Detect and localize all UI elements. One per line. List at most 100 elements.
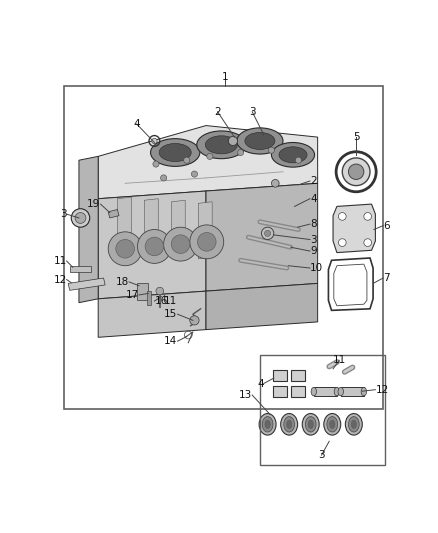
Circle shape <box>161 175 167 181</box>
Ellipse shape <box>305 417 316 432</box>
Text: 4: 4 <box>134 119 140 129</box>
Polygon shape <box>79 156 98 303</box>
Circle shape <box>265 230 271 237</box>
Text: 17: 17 <box>126 290 139 300</box>
Ellipse shape <box>308 420 314 429</box>
Bar <box>273 370 287 381</box>
Ellipse shape <box>237 128 283 154</box>
Text: 9: 9 <box>310 246 317 256</box>
Polygon shape <box>98 191 206 299</box>
Ellipse shape <box>329 420 335 429</box>
Circle shape <box>190 225 224 259</box>
Circle shape <box>349 164 364 180</box>
Polygon shape <box>68 278 105 290</box>
Bar <box>64 85 383 409</box>
Ellipse shape <box>262 417 273 432</box>
Text: 2: 2 <box>310 176 317 186</box>
Bar <box>137 284 148 301</box>
Circle shape <box>237 149 244 156</box>
Ellipse shape <box>286 420 292 429</box>
Circle shape <box>272 180 279 187</box>
Bar <box>314 387 337 396</box>
Circle shape <box>228 136 237 146</box>
Polygon shape <box>206 284 318 329</box>
Circle shape <box>342 158 370 185</box>
Circle shape <box>207 154 213 159</box>
Bar <box>70 265 91 272</box>
Text: 6: 6 <box>383 221 390 231</box>
Text: 11: 11 <box>164 296 177 306</box>
Polygon shape <box>98 291 206 337</box>
Circle shape <box>153 161 159 167</box>
Ellipse shape <box>245 133 275 149</box>
Circle shape <box>138 230 171 263</box>
Text: 4: 4 <box>257 378 264 389</box>
Ellipse shape <box>259 414 276 435</box>
Text: 8: 8 <box>310 219 317 229</box>
Text: 12: 12 <box>375 385 389 394</box>
Bar <box>291 386 304 397</box>
Circle shape <box>164 227 198 261</box>
Circle shape <box>339 213 346 220</box>
Ellipse shape <box>351 420 357 429</box>
Circle shape <box>152 138 157 144</box>
Ellipse shape <box>159 143 191 161</box>
Ellipse shape <box>197 131 246 159</box>
Bar <box>273 386 287 397</box>
Circle shape <box>364 213 371 220</box>
Bar <box>291 370 304 381</box>
Ellipse shape <box>349 417 359 432</box>
Circle shape <box>184 157 190 163</box>
Text: 19: 19 <box>87 199 100 209</box>
Circle shape <box>364 239 371 246</box>
Text: 10: 10 <box>310 263 323 273</box>
Polygon shape <box>206 183 318 291</box>
Text: 2: 2 <box>214 107 221 117</box>
Text: 1: 1 <box>222 71 229 82</box>
Circle shape <box>261 227 274 239</box>
Ellipse shape <box>284 417 294 432</box>
Bar <box>147 291 151 305</box>
Ellipse shape <box>281 414 298 435</box>
Polygon shape <box>108 209 119 218</box>
Text: 5: 5 <box>353 132 360 142</box>
Text: 11: 11 <box>332 356 346 366</box>
Bar <box>260 355 385 465</box>
Circle shape <box>295 157 301 163</box>
Ellipse shape <box>279 147 307 163</box>
Text: 7: 7 <box>383 273 390 283</box>
Polygon shape <box>334 264 367 306</box>
Text: 11: 11 <box>53 256 67 266</box>
Circle shape <box>191 171 198 177</box>
Text: 3: 3 <box>249 107 255 117</box>
Circle shape <box>75 213 86 223</box>
Ellipse shape <box>327 417 338 432</box>
Ellipse shape <box>302 414 319 435</box>
Circle shape <box>116 239 134 258</box>
Ellipse shape <box>205 136 237 154</box>
Ellipse shape <box>324 414 341 435</box>
Polygon shape <box>171 200 185 257</box>
Text: 4: 4 <box>310 193 317 204</box>
Ellipse shape <box>272 142 314 167</box>
Ellipse shape <box>311 387 317 396</box>
Polygon shape <box>333 204 375 253</box>
Polygon shape <box>98 126 318 199</box>
Polygon shape <box>117 197 131 254</box>
Circle shape <box>108 232 142 265</box>
Ellipse shape <box>338 387 343 396</box>
Circle shape <box>198 232 216 251</box>
Text: 16: 16 <box>155 296 168 306</box>
Ellipse shape <box>334 387 339 396</box>
Text: 3: 3 <box>310 235 317 245</box>
Circle shape <box>339 239 346 246</box>
Polygon shape <box>198 202 212 259</box>
Circle shape <box>156 287 164 295</box>
Ellipse shape <box>151 139 200 166</box>
Circle shape <box>71 209 90 227</box>
Bar <box>341 387 364 396</box>
Circle shape <box>190 316 199 325</box>
Circle shape <box>171 235 190 254</box>
Ellipse shape <box>361 387 367 396</box>
Text: 3: 3 <box>60 209 67 219</box>
